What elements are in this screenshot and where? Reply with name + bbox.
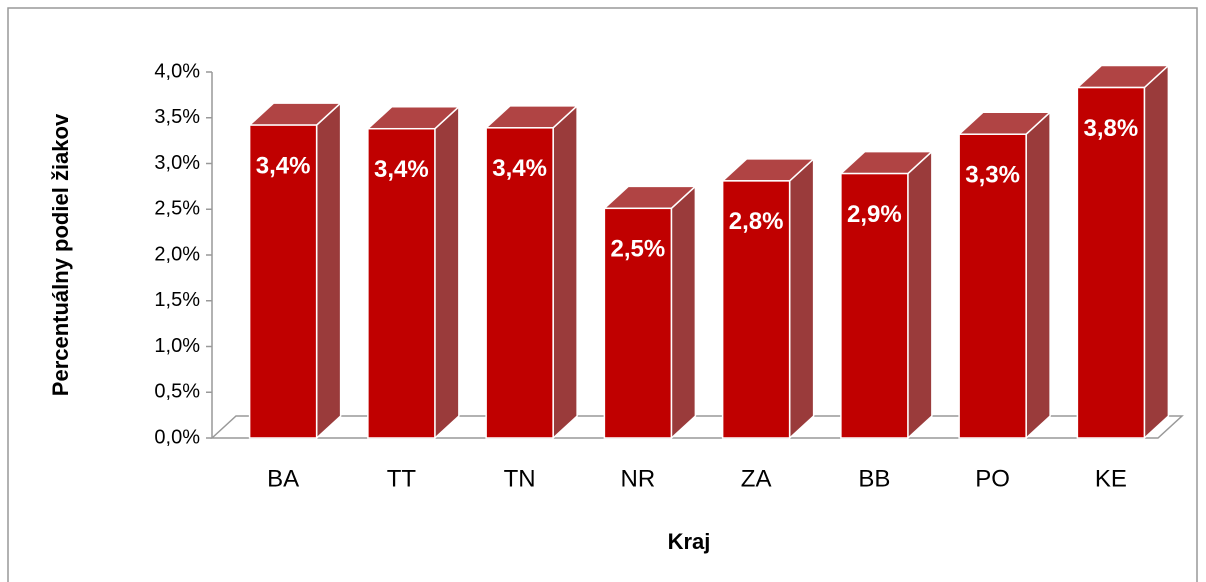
x-tick-label: TN (504, 465, 536, 492)
value-label: 3,3% (965, 162, 1020, 189)
bar-side (670, 184, 697, 440)
y-tick-label: 2,5% (154, 198, 200, 220)
y-tick-label: 0,5% (154, 381, 200, 403)
value-label: 3,4% (374, 156, 429, 183)
y-tick-label: 3,0% (154, 152, 200, 174)
x-tick-label: NR (621, 465, 656, 492)
value-label: 2,8% (729, 208, 784, 235)
x-tick-label: KE (1095, 465, 1127, 492)
bar (1076, 86, 1146, 439)
x-tick-label: PO (975, 465, 1010, 492)
x-tick-label: ZA (741, 465, 772, 492)
bar-side (434, 105, 460, 440)
bar (603, 207, 673, 439)
x-tick-label: BA (267, 465, 299, 492)
y-tick-label: 4,0% (154, 60, 200, 82)
value-label: 3,4% (256, 152, 311, 179)
y-axis-title: Percentuálny podiel žiakov (48, 113, 73, 396)
bar (248, 124, 318, 439)
y-tick-label: 2,0% (154, 243, 200, 265)
value-label: 3,8% (1084, 115, 1139, 142)
y-tick-label: 0,0% (154, 426, 200, 448)
bar (485, 127, 554, 439)
bar (958, 133, 1027, 439)
x-tick-label: TT (387, 465, 417, 492)
bar (721, 180, 791, 439)
bar-side (907, 149, 933, 440)
bar-side (1025, 110, 1051, 440)
bar-side (315, 101, 342, 440)
y-tick-label: 1,0% (154, 335, 200, 357)
value-label: 3,4% (492, 155, 547, 182)
bar-side (1143, 63, 1170, 440)
frame (7, 7, 1198, 582)
y-tick-label: 3,5% (154, 106, 200, 128)
value-label: 2,9% (847, 201, 902, 228)
x-axis-title: Kraj (668, 529, 711, 554)
y-tick-label: 1,5% (154, 289, 200, 311)
bar-side (788, 157, 815, 440)
bar (367, 127, 436, 439)
value-label: 2,5% (611, 236, 666, 263)
x-tick-label: BB (858, 465, 890, 492)
bar (840, 172, 909, 439)
bar-side (552, 104, 578, 440)
